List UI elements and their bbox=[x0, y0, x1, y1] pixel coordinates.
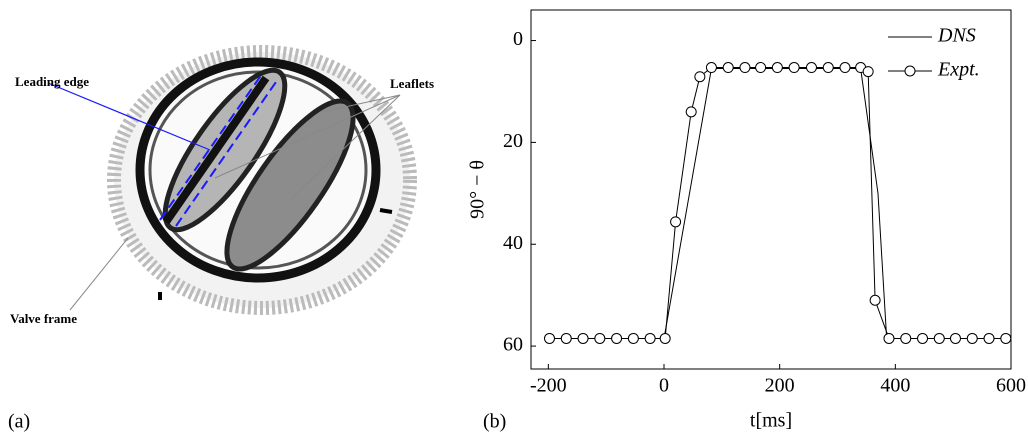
data-point bbox=[1000, 332, 1012, 344]
data-point bbox=[705, 62, 717, 74]
annotation: Leaflets bbox=[390, 76, 434, 91]
data-point bbox=[771, 62, 783, 74]
series-line bbox=[549, 67, 1006, 339]
data-point bbox=[805, 62, 817, 74]
x-tick-label: 600 bbox=[996, 375, 1026, 397]
data-point bbox=[862, 66, 874, 78]
data-point bbox=[983, 332, 995, 344]
y-tick-label: 20 bbox=[503, 130, 523, 152]
data-point bbox=[544, 332, 556, 344]
y-tick-label: 40 bbox=[503, 232, 523, 254]
chart: -200 0 200 400 600 0 20 40 60 t[ms] 90° − θ DNS Expt… bbox=[467, 9, 1026, 432]
data-point bbox=[560, 332, 572, 344]
data-point bbox=[822, 62, 834, 74]
x-tick-label: -200 bbox=[530, 375, 567, 397]
annotation: Valve frame bbox=[10, 311, 77, 326]
x-axis-label: t[ms] bbox=[750, 410, 792, 432]
data-point bbox=[966, 332, 978, 344]
valve-photo bbox=[47, 45, 417, 315]
y-tick-label: 0 bbox=[513, 28, 523, 50]
data-point bbox=[577, 332, 589, 344]
panel-label: (b) bbox=[483, 411, 506, 433]
data-point bbox=[788, 62, 800, 74]
data-point bbox=[722, 62, 734, 74]
data-point bbox=[917, 332, 929, 344]
data-point bbox=[644, 332, 656, 344]
panel-label: (a) bbox=[8, 411, 30, 433]
data-point bbox=[659, 332, 671, 344]
plot-frame bbox=[530, 9, 1012, 370]
x-tick-label: 0 bbox=[659, 375, 669, 397]
data-point bbox=[883, 332, 895, 344]
data-point bbox=[611, 332, 623, 344]
legend-label: DNS bbox=[937, 25, 976, 47]
y-axis-label: 90° − θ bbox=[467, 160, 489, 219]
annotation: Leading edge bbox=[15, 74, 89, 89]
x-tick-label: 400 bbox=[880, 375, 910, 397]
data-point bbox=[627, 332, 639, 344]
series-line bbox=[549, 68, 1011, 339]
x-tick-label: 200 bbox=[765, 375, 795, 397]
data-point bbox=[900, 332, 912, 344]
y-tick-label: 60 bbox=[503, 334, 523, 356]
data-point bbox=[755, 62, 767, 74]
data-point bbox=[839, 62, 851, 74]
data-point bbox=[933, 332, 945, 344]
data-point bbox=[685, 106, 697, 118]
data-point bbox=[594, 332, 606, 344]
legend-marker bbox=[904, 65, 916, 77]
legend-label: Expt. bbox=[937, 59, 980, 81]
data-point bbox=[670, 216, 682, 228]
data-point bbox=[949, 332, 961, 344]
data-point bbox=[694, 71, 706, 83]
data-point bbox=[739, 62, 751, 74]
data-point bbox=[869, 294, 881, 306]
